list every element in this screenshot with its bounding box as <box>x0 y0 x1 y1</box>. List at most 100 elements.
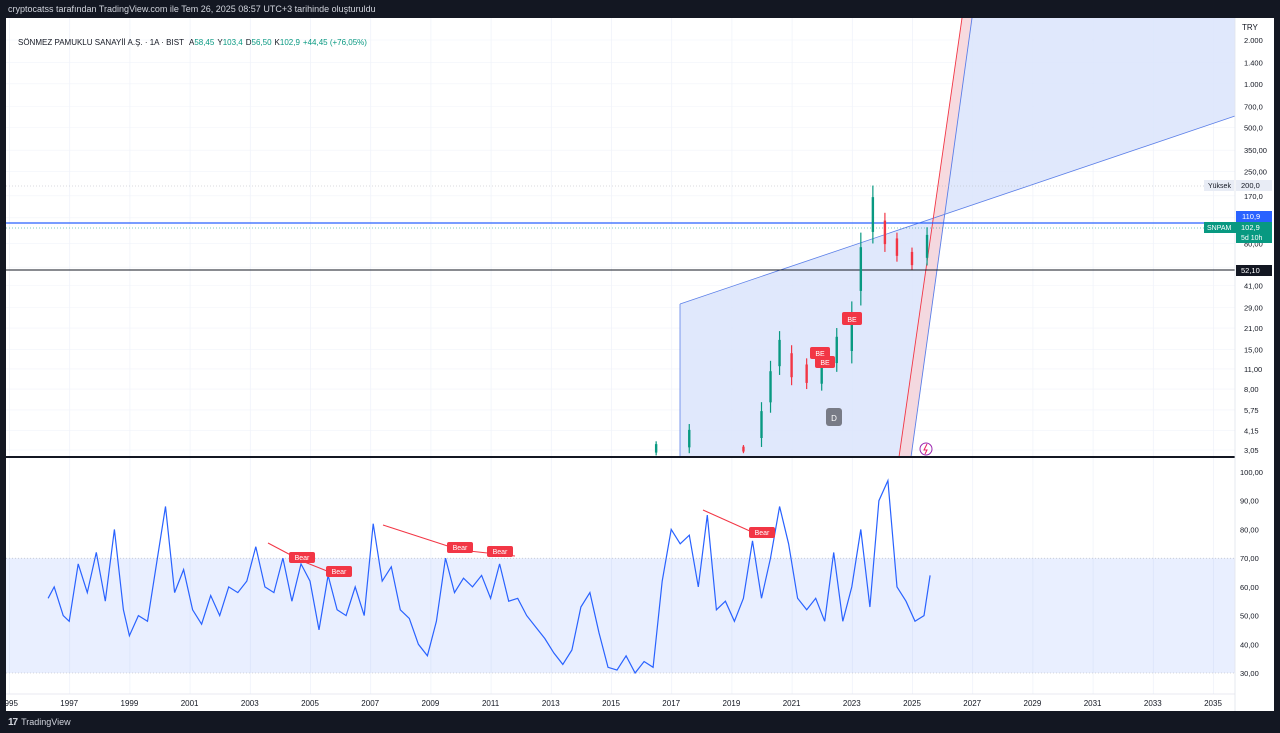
price-tick-label: 21,00 <box>1244 324 1263 333</box>
time-axis-ticks[interactable]: 1995 1997 1999 2001 2003 2005 2007 2009 2011 2013… <box>0 699 1222 708</box>
tradingview-logo-icon[interactable]: 17 <box>8 716 18 728</box>
indicator-tick-label: 70,00 <box>1240 554 1259 563</box>
candle-body <box>850 313 853 352</box>
indicator-axis-ticks: 100,00 90,00 80,00 70,00 60,00 50,00 40,00 30,0… <box>1240 468 1263 678</box>
candle-body <box>790 353 793 378</box>
time-tick-label: 1995 <box>6 699 18 708</box>
indicator-tick-label: 30,00 <box>1240 669 1259 678</box>
time-tick-label: 2017 <box>662 699 680 708</box>
price-tick-label: 170,0 <box>1244 192 1263 201</box>
bear-label-3[interactable]: Bear <box>447 542 473 553</box>
diagonal-band-fill <box>899 18 972 457</box>
close-value: 102,9 <box>279 38 300 47</box>
d-marker[interactable]: D <box>826 408 842 426</box>
candle-body <box>769 371 772 403</box>
high-label: Y <box>217 38 223 47</box>
bear-text: Bear <box>332 569 347 576</box>
candle-body <box>835 336 838 364</box>
price-tick-label: 350,00 <box>1244 146 1267 155</box>
close-label: K <box>274 38 280 47</box>
price-tick-label: 4,15 <box>1244 427 1259 436</box>
indicator-tick-label: 40,00 <box>1240 640 1259 649</box>
top-attribution-bar: cryptocatss tarafından TradingView.com i… <box>0 0 1280 18</box>
time-tick-label: 2027 <box>963 699 981 708</box>
price-tick-label: 8,00 <box>1244 385 1259 394</box>
price-tick-label: 29,00 <box>1244 304 1263 313</box>
bear-text: Bear <box>493 549 508 556</box>
time-tick-label: 2013 <box>542 699 560 708</box>
indicator-tick-label: 80,00 <box>1240 525 1259 534</box>
time-tick-label: 2033 <box>1144 699 1162 708</box>
bear-text: Bear <box>295 555 310 562</box>
open-label: A <box>188 38 195 47</box>
black-level-value: 52,10 <box>1241 266 1260 275</box>
symbol-tag: SNPAM <box>1207 225 1232 232</box>
time-tick-label: 1999 <box>121 699 139 708</box>
time-tick-label: 2031 <box>1084 699 1102 708</box>
blue-level-value: 110,9 <box>1242 212 1260 221</box>
lightning-icon[interactable] <box>919 442 933 456</box>
symbol-name: SÖNMEZ PAMUKLU SANAYİİ A.Ş. · 1A · BIST <box>18 38 184 47</box>
bear-label-2[interactable]: Bear <box>326 566 352 577</box>
candle-body <box>742 446 745 452</box>
price-tick-label: 700,0 <box>1244 102 1263 111</box>
low-value: 56,50 <box>251 38 272 47</box>
be-label: BE <box>820 360 830 367</box>
time-tick-label: 2011 <box>482 699 500 708</box>
candle-body <box>859 247 863 291</box>
price-axis-background[interactable] <box>1235 18 1274 711</box>
candle-body <box>760 411 763 439</box>
chart-svg[interactable]: BE BE BE D <box>0 17 1274 711</box>
time-tick-label: 2035 <box>1204 699 1222 708</box>
indicator-band <box>6 558 1235 673</box>
symbol-legend[interactable]: SÖNMEZ PAMUKLU SANAYİİ A.Ş. · 1A · BIST … <box>18 38 367 47</box>
footer-brand[interactable]: TradingView <box>21 717 71 727</box>
price-axis-ticks: 2.000 1.400 1.000 700,0 500,0 350,00 250,00 170… <box>1244 36 1267 455</box>
bear-label-4[interactable]: Bear <box>487 546 513 557</box>
bear-label-1[interactable]: Bear <box>289 552 315 563</box>
indicator-tick-label: 90,00 <box>1240 497 1259 506</box>
bear-text: Bear <box>755 530 770 537</box>
candle-body <box>820 362 823 384</box>
price-tick-label: 2.000 <box>1244 36 1263 45</box>
time-tick-label: 2023 <box>843 699 861 708</box>
candle-body <box>805 364 808 383</box>
price-tick-label: 1.000 <box>1244 80 1263 89</box>
candle-body <box>778 339 781 367</box>
be-marker-3[interactable]: BE <box>842 312 862 325</box>
indicator-tick-label: 50,00 <box>1240 612 1259 621</box>
symbol-price-tag: SNPAM 102,9 5d 10h <box>1204 222 1272 243</box>
attribution-text: cryptocatss tarafından TradingView.com i… <box>8 4 376 14</box>
high-tag-label: Yüksek <box>1208 183 1231 190</box>
footer-bar: 17 TradingView <box>0 711 1280 733</box>
price-tick-label: 41,00 <box>1244 282 1263 291</box>
be-label: BE <box>815 351 825 358</box>
time-tick-label: 2003 <box>241 699 259 708</box>
time-tick-label: 2007 <box>361 699 379 708</box>
candle-body <box>688 429 691 448</box>
be-marker-2[interactable]: BE <box>815 356 835 368</box>
candle-body <box>910 251 914 266</box>
time-tick-label: 2005 <box>301 699 319 708</box>
time-tick-label: 1997 <box>60 699 78 708</box>
indicator-tick-label: 60,00 <box>1240 583 1259 592</box>
change-value: +44,45 (+76,05%) <box>302 38 367 47</box>
time-tick-label: 2019 <box>723 699 741 708</box>
time-tick-label: 2001 <box>181 699 199 708</box>
candle-body <box>654 444 658 453</box>
diagonal-red-line <box>898 17 963 458</box>
price-tick-label: 15,00 <box>1244 345 1263 354</box>
be-label: BE <box>847 317 857 324</box>
price-tick-label: 3,05 <box>1244 446 1259 455</box>
channel-upper-line <box>679 115 1236 305</box>
bear-label-5[interactable]: Bear <box>749 527 775 538</box>
candle-body <box>895 238 899 256</box>
time-tick-label: 2015 <box>602 699 620 708</box>
candle-body <box>871 197 875 232</box>
chart-area[interactable]: BE BE BE D <box>0 17 1274 711</box>
blue-level-tag: 110,9 <box>1236 211 1272 222</box>
candle-body <box>883 220 887 245</box>
time-tick-label: 2021 <box>783 699 801 708</box>
black-level-tag: 52,10 <box>1236 265 1272 276</box>
price-tick-label: 5,75 <box>1244 406 1259 415</box>
